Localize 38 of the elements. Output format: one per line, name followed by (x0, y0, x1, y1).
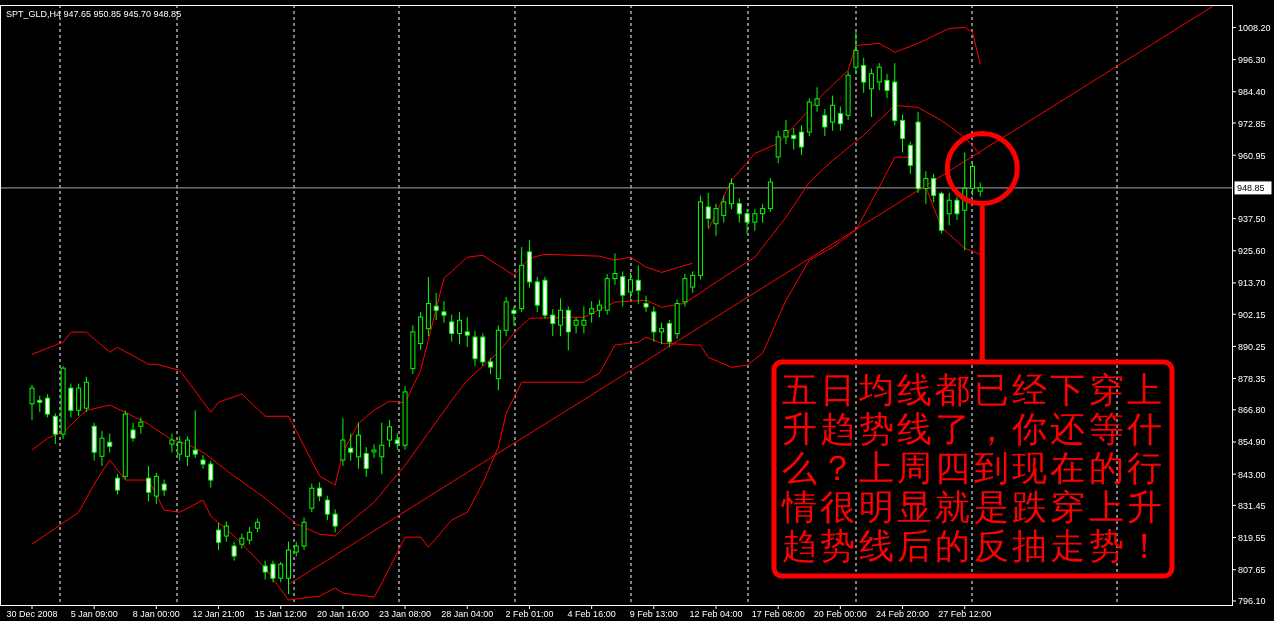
y-tick-label: 819.55 (1238, 533, 1266, 544)
x-tick-label: 28 Jan 04:00 (441, 609, 494, 619)
x-tick-label: 24 Feb 20:00 (876, 609, 930, 619)
x-tick-label: 20 Feb 00:00 (813, 609, 867, 619)
annotation: 五日均线都已经下穿上升趋势线了，你还等什么？上周四到现在的行情很明显就是跌穿上升趋势线后的反抽走势！ (771, 131, 1175, 579)
x-tick-label: 23 Jan 08:00 (379, 609, 432, 619)
x-tick-label: 20 Jan 16:00 (316, 609, 369, 619)
x-tick-label: 2 Feb 01:00 (505, 609, 554, 619)
x-tick-label: 9 Feb 13:00 (629, 609, 678, 619)
title: SPT_GLD,H4 947.65 950.85 945.70 948.85 (6, 9, 182, 19)
y-tick-label: 854.90 (1238, 437, 1266, 448)
x-tick-label: 8 Jan 00:00 (132, 609, 180, 619)
annotation: 五日均线都已经下穿上升趋势线了，你还等什么？上周四到现在的行情很明显就是跌穿上升趋势线后的反抽走势！ (781, 370, 1162, 565)
y-tick-label: 996.30 (1238, 55, 1266, 66)
y-tick-label: 937.50 (1238, 214, 1266, 225)
y-tick-label: 913.70 (1238, 278, 1266, 289)
x-tick-label: 15 Jan 12:00 (254, 609, 307, 619)
y-tick-label: 890.25 (1238, 341, 1266, 352)
x-tick-label: 12 Jan 21:00 (192, 609, 245, 619)
x-tick-label: 5 Jan 09:00 (70, 609, 118, 619)
ref-line-label: 948.85 (1237, 183, 1265, 194)
y-tick-label: 831.45 (1238, 500, 1266, 511)
y-tick-label: 960.95 (1238, 150, 1266, 161)
y-tick-label: 972.85 (1238, 118, 1266, 129)
x-tick-label: 4 Feb 16:00 (567, 609, 616, 619)
y-tick-label: 866.80 (1238, 405, 1266, 416)
x-tick-label: 12 Feb 04:00 (689, 609, 743, 619)
y-tick-label: 796.10 (1238, 596, 1266, 607)
y-tick-label: 984.40 (1238, 87, 1266, 98)
x-tick-label: 17 Feb 08:00 (751, 609, 805, 619)
y-tick-label: 1008.20 (1238, 22, 1271, 33)
y-tick-label: 843.00 (1238, 469, 1266, 480)
x-tick-label: 30 Dec 2008 (6, 609, 58, 619)
y-tick-label: 902.15 (1238, 309, 1266, 320)
y-tick-label: 807.65 (1238, 565, 1266, 576)
x-tick-label: 27 Feb 12:00 (938, 609, 992, 619)
y-tick-label: 925.60 (1238, 246, 1266, 257)
y-tick-label: 878.35 (1238, 374, 1266, 385)
